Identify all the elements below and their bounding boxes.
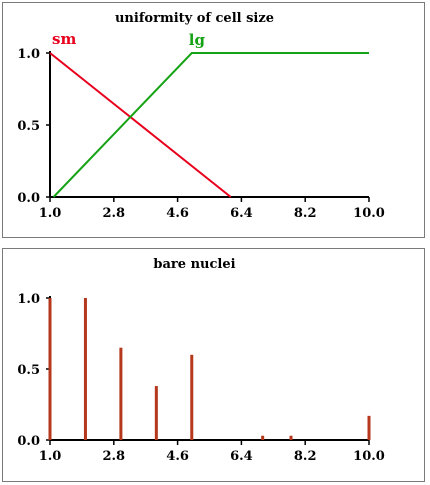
chart-title: bare nuclei bbox=[153, 257, 235, 272]
x-tick-label: 2.8 bbox=[102, 206, 125, 221]
membership-chart: uniformity of cell size 1.0 2.8 4.6 6.4 8.2 10… bbox=[17, 11, 385, 221]
histogram-bar bbox=[83, 298, 87, 440]
histogram-bar bbox=[119, 347, 123, 440]
x-tick-label: 4.6 bbox=[166, 206, 189, 221]
x-tick-label: 2.8 bbox=[102, 449, 125, 464]
series-label-sm: sm bbox=[52, 30, 76, 48]
y-tick-label: 1.0 bbox=[17, 47, 40, 62]
chart-title: uniformity of cell size bbox=[115, 11, 274, 26]
x-tick-label: 8.2 bbox=[294, 206, 317, 221]
y-tick-label: 1.0 bbox=[17, 292, 40, 307]
x-tick-label: 10.0 bbox=[353, 206, 385, 221]
histogram-bar bbox=[367, 415, 371, 440]
y-tick-label: 0.0 bbox=[17, 434, 40, 449]
y-tick-label: 0.5 bbox=[17, 363, 40, 378]
histogram-bar bbox=[190, 354, 194, 440]
x-tick-label: 1.0 bbox=[39, 206, 62, 221]
histogram-bar bbox=[289, 435, 293, 440]
x-tick-label: 10.0 bbox=[353, 449, 385, 464]
y-tick-label: 0.0 bbox=[17, 191, 40, 206]
series-line-lg bbox=[52, 52, 369, 198]
x-tick-label: 6.4 bbox=[230, 206, 253, 221]
x-tick-label: 8.2 bbox=[294, 449, 317, 464]
histogram-bar bbox=[154, 386, 158, 440]
histogram-panel: bare nuclei 1.0 2.8 4.6 6.4 8.2 10.0 0.0 0.5 1.0 bbox=[2, 248, 425, 482]
x-tick-label: 6.4 bbox=[230, 449, 253, 464]
histogram-bar bbox=[261, 435, 265, 440]
x-tick-label: 4.6 bbox=[166, 449, 189, 464]
histogram-bar bbox=[48, 298, 52, 440]
membership-panel: uniformity of cell size 1.0 2.8 4.6 6.4 8.2 10… bbox=[2, 2, 425, 238]
series-line-sm bbox=[49, 52, 232, 198]
histogram-chart: bare nuclei 1.0 2.8 4.6 6.4 8.2 10.0 0.0 0.5 1.0 bbox=[17, 257, 385, 464]
series-label-lg: lg bbox=[189, 31, 206, 49]
y-tick-label: 0.5 bbox=[17, 119, 40, 134]
x-tick-label: 1.0 bbox=[39, 449, 62, 464]
